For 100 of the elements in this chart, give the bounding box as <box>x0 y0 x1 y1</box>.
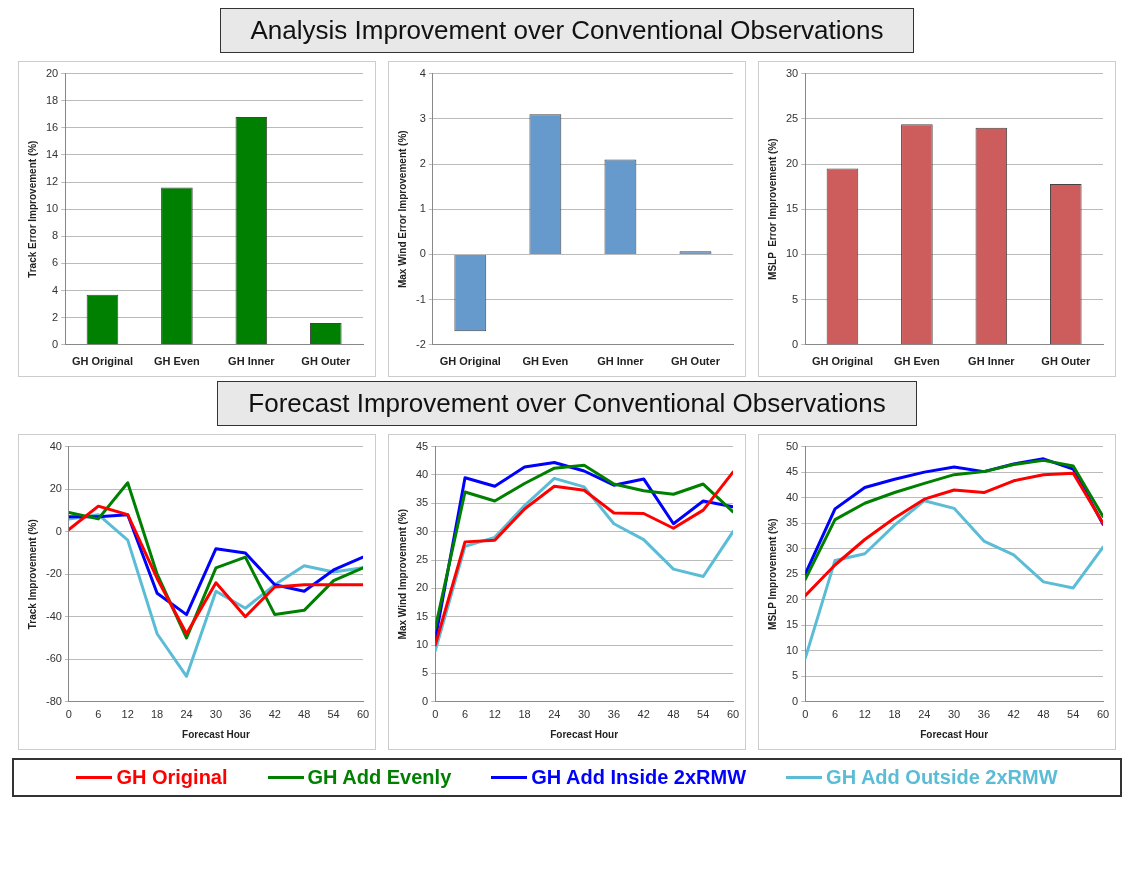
y-tick-label: 20 <box>415 581 429 594</box>
y-tick-label: 0 <box>419 247 426 260</box>
y-tick-label: 15 <box>415 609 429 622</box>
y-tick-label: 8 <box>52 229 59 242</box>
y-tick-label: 25 <box>785 111 799 124</box>
y-tick-label: -1 <box>416 292 426 305</box>
x-tick-label: 42 <box>637 708 650 721</box>
x-tick-label: 36 <box>977 708 991 721</box>
x-tick-label: GH Even <box>153 355 201 368</box>
y-tick-label: -40 <box>45 609 62 622</box>
x-tick-label: GH Outer <box>671 355 721 368</box>
x-tick-label: 0 <box>802 708 809 721</box>
y-tick-label: 20 <box>45 66 59 79</box>
x-tick-label: 12 <box>121 708 134 721</box>
x-tick-label: 36 <box>239 708 252 721</box>
y-tick-label: 6 <box>52 256 59 269</box>
y-tick-label: 20 <box>785 157 799 170</box>
y-tick-label: 2 <box>52 310 59 323</box>
y-tick-label: 0 <box>792 694 799 707</box>
y-tick-label: 30 <box>415 524 429 537</box>
y-axis-title: MSLP Error Improvement (%) <box>766 138 778 280</box>
y-tick-label: 20 <box>49 482 62 495</box>
y-tick-label: 35 <box>415 496 429 509</box>
x-tick-label: 0 <box>432 708 439 721</box>
x-tick-label: 48 <box>298 708 311 721</box>
x-tick-label: GH Outer <box>1041 355 1091 368</box>
x-tick-label: 6 <box>461 708 469 721</box>
y-tick-label: 35 <box>785 516 799 529</box>
y-tick-label: 15 <box>785 202 799 215</box>
x-tick-label: GH Outer <box>301 355 351 368</box>
y-tick-label: 30 <box>785 541 799 554</box>
x-tick-label: 42 <box>268 708 281 721</box>
y-tick-label: 40 <box>785 490 799 503</box>
y-tick-label: -2 <box>416 337 426 350</box>
y-tick-label: -60 <box>45 652 62 665</box>
x-tick-label: 60 <box>1096 708 1110 721</box>
y-axis-title: Max Wind Improvement (%) <box>396 508 408 640</box>
x-tick-label: GH Original <box>439 355 501 368</box>
x-tick-label: GH Even <box>893 355 941 368</box>
y-axis-title: Track Improvement (%) <box>26 519 38 630</box>
x-tick-label: 48 <box>1037 708 1050 721</box>
x-tick-label: 18 <box>151 708 164 721</box>
x-tick-label: GH Even <box>522 355 569 368</box>
y-tick-label: 0 <box>52 337 59 350</box>
legend-label: GH Add Inside 2xRMW <box>531 766 747 789</box>
y-tick-label: 0 <box>422 694 429 707</box>
x-tick-label: GH Inner <box>597 355 645 368</box>
legend-label: GH Original <box>116 766 228 789</box>
x-tick-label: 12 <box>488 708 501 721</box>
x-tick-label: 6 <box>831 708 839 721</box>
y-tick-label: 0 <box>792 337 799 350</box>
y-tick-label: 10 <box>785 643 799 656</box>
y-tick-label: 2 <box>419 157 426 170</box>
y-tick-label: 10 <box>415 638 429 651</box>
x-tick-label: 54 <box>697 708 710 721</box>
y-tick-label: 40 <box>49 439 62 452</box>
x-tick-label: GH Original <box>811 355 874 368</box>
x-tick-label: 30 <box>577 708 591 721</box>
y-tick-label: 1 <box>419 202 426 215</box>
x-tick-label: 54 <box>1067 708 1080 721</box>
x-axis-title: Forecast Hour <box>550 728 619 740</box>
y-tick-label: 4 <box>419 66 426 79</box>
legend-label: GH Add Outside 2xRMW <box>826 766 1058 789</box>
x-tick-label: 24 <box>180 708 193 721</box>
y-tick-label: 15 <box>785 618 799 631</box>
x-tick-label: 60 <box>726 708 740 721</box>
x-tick-label: 42 <box>1007 708 1020 721</box>
text: Forecast Improvement over Conventional Observations <box>217 381 917 426</box>
x-tick-label: 30 <box>209 708 223 721</box>
x-tick-label: 24 <box>548 708 561 721</box>
x-tick-label: 60 <box>356 708 370 721</box>
y-axis-title: MSLP Improvement (%) <box>766 518 778 630</box>
y-tick-label: 4 <box>52 283 59 296</box>
y-tick-label: 45 <box>415 439 429 452</box>
x-tick-label: 24 <box>918 708 931 721</box>
y-tick-label: 12 <box>45 175 59 188</box>
y-tick-label: 0 <box>55 524 62 537</box>
x-tick-label: GH Inner <box>968 355 1016 368</box>
x-tick-label: 48 <box>667 708 680 721</box>
y-tick-label: 10 <box>785 247 799 260</box>
x-tick-label: GH Inner <box>228 355 276 368</box>
x-tick-label: GH Original <box>71 355 134 368</box>
x-tick-label: 30 <box>947 708 961 721</box>
x-tick-label: 0 <box>65 708 72 721</box>
y-axis-title: Track Error Improvement (%) <box>26 140 38 278</box>
y-tick-label: 18 <box>45 93 59 106</box>
y-axis-title: Max Wind Error Improvement (%) <box>396 130 408 289</box>
y-tick-label: 16 <box>45 120 59 133</box>
y-tick-label: 25 <box>785 567 799 580</box>
text: Analysis Improvement over Conventional Observations <box>219 8 915 53</box>
x-axis-title: Forecast Hour <box>182 728 250 740</box>
x-tick-label: 12 <box>858 708 871 721</box>
x-tick-label: 18 <box>888 708 901 721</box>
y-tick-label: 14 <box>45 147 59 160</box>
y-tick-label: 50 <box>785 439 799 452</box>
y-tick-label: -80 <box>45 694 62 707</box>
x-tick-label: 18 <box>518 708 531 721</box>
x-axis-title: Forecast Hour <box>920 728 989 740</box>
x-tick-label: 6 <box>95 708 102 721</box>
y-tick-label: 25 <box>415 553 429 566</box>
